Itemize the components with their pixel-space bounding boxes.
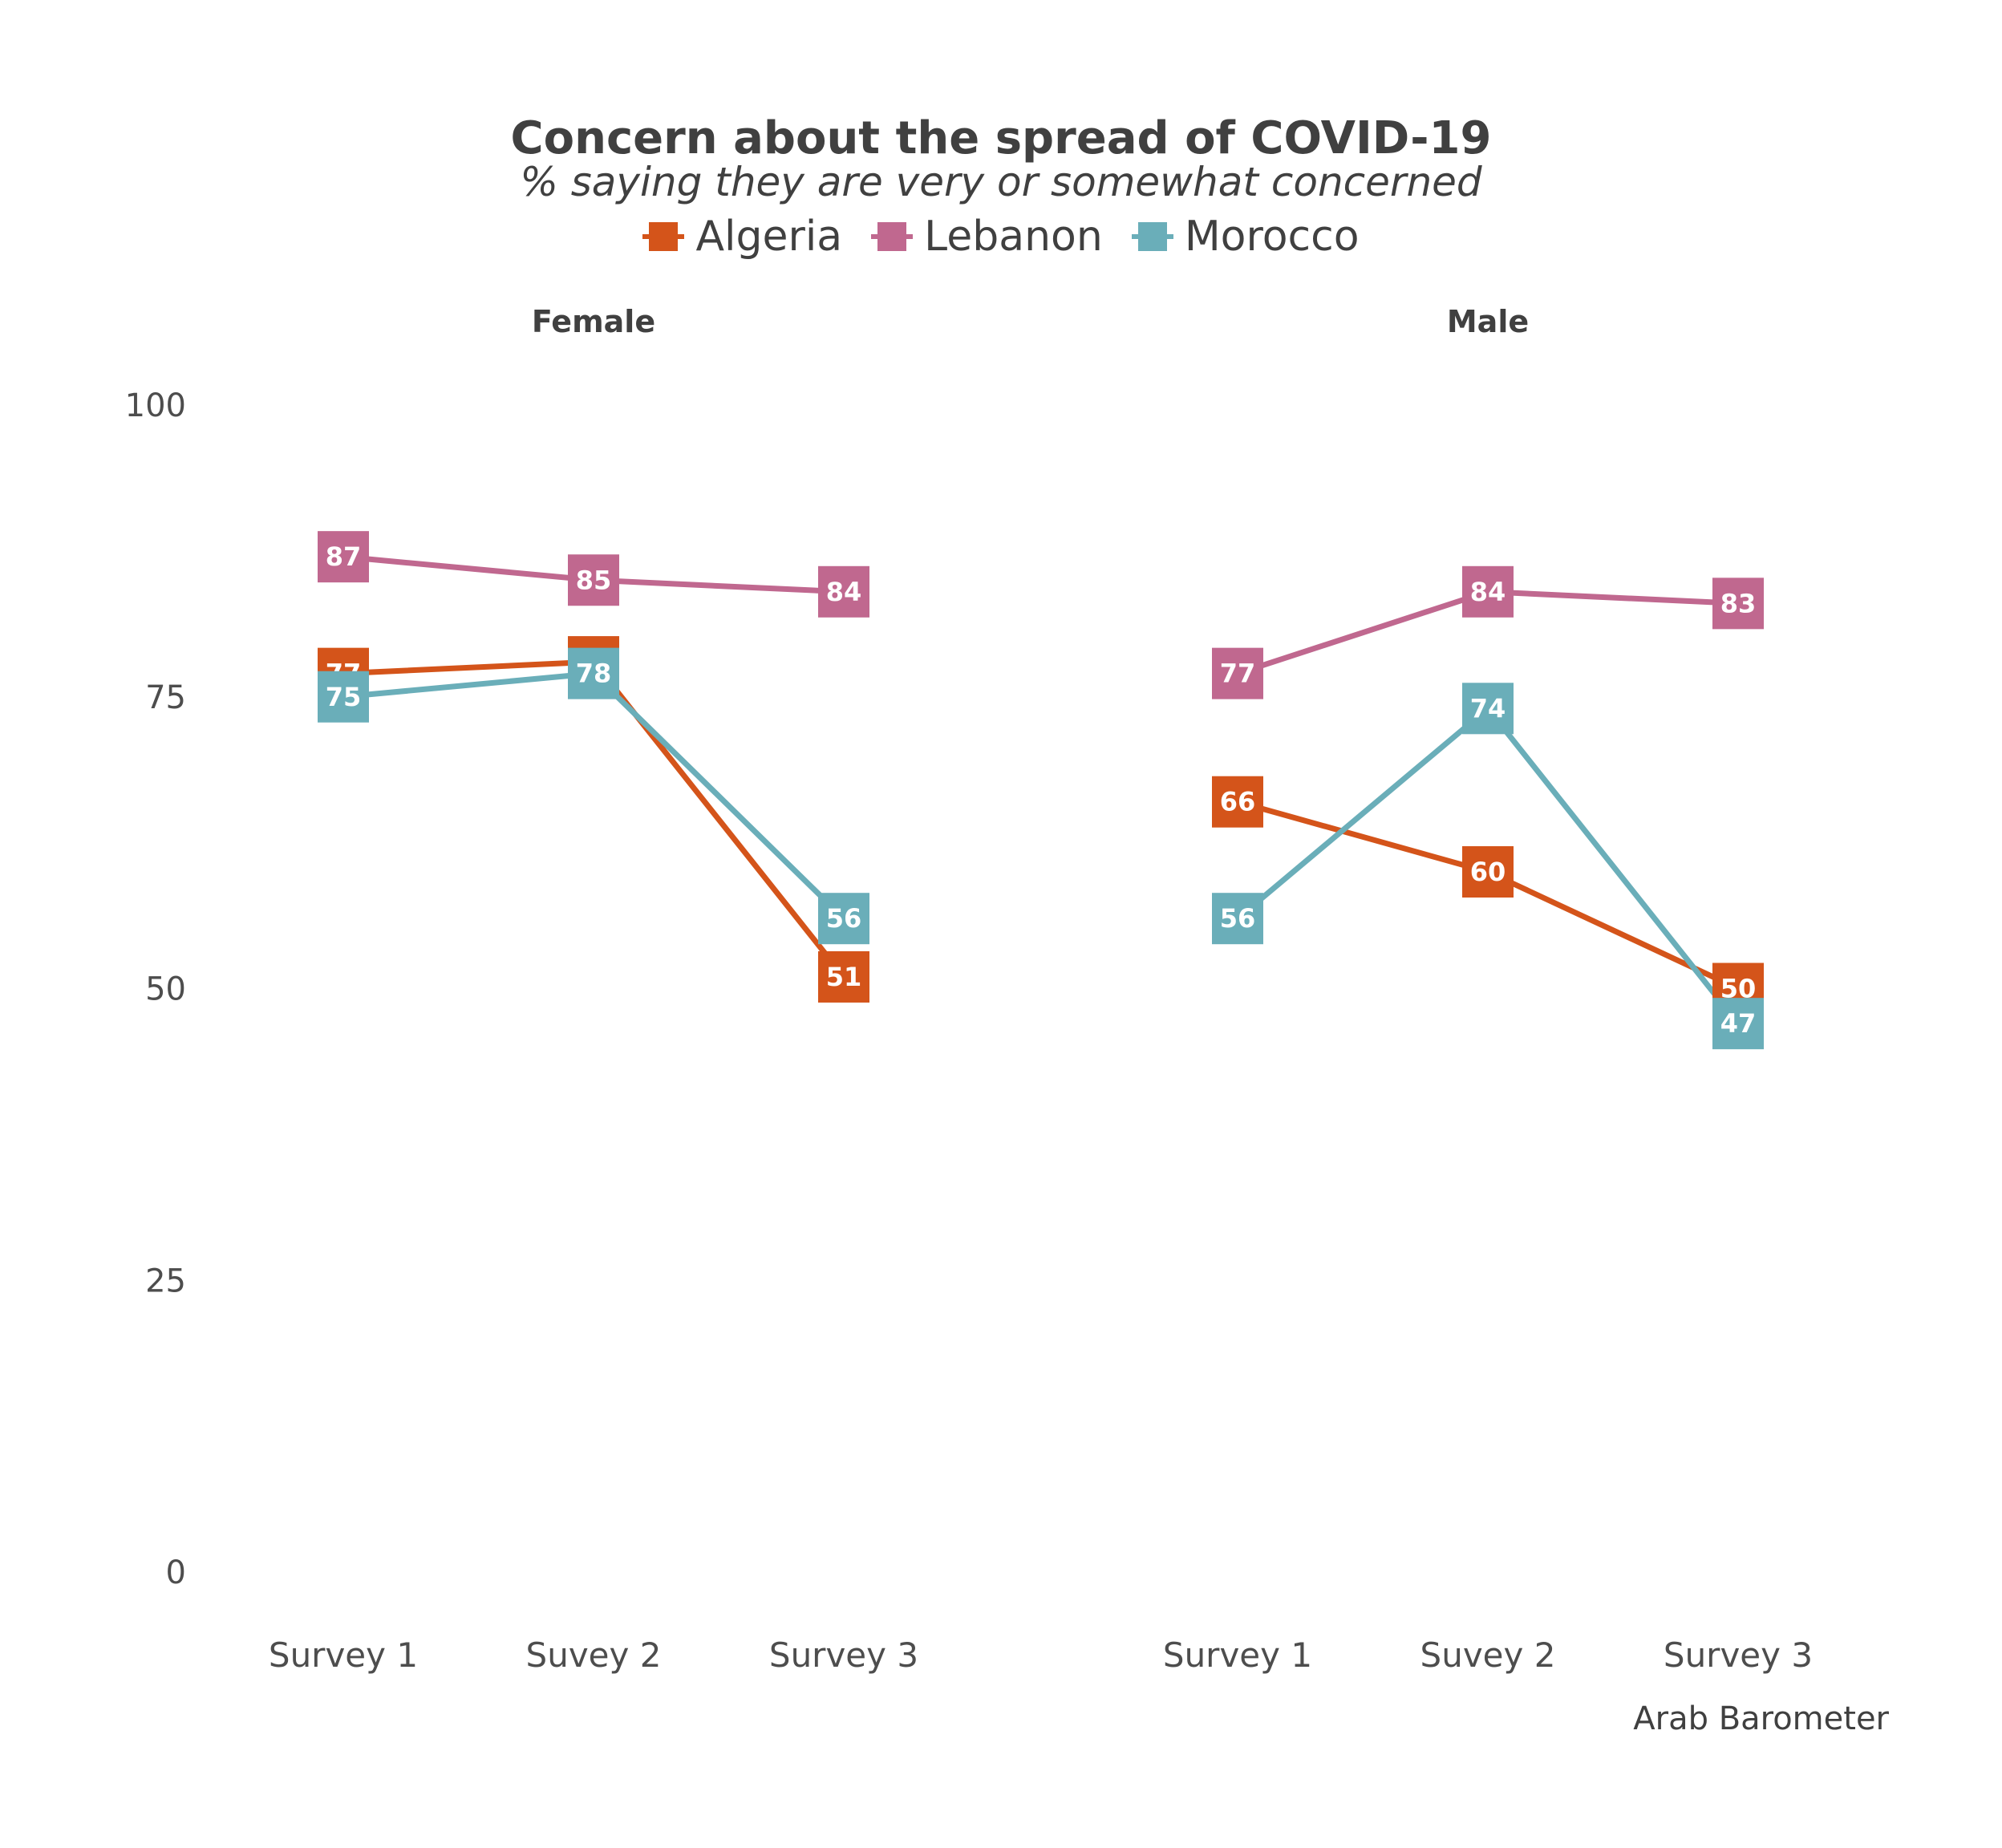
chart-subtitle: % saying they are very or somewhat conce… bbox=[520, 159, 1482, 205]
chart-title: Concern about the spread of COVID-19 bbox=[510, 112, 1492, 164]
series-line-female-algeria bbox=[340, 659, 847, 980]
legend-label-morocco: Morocco bbox=[1184, 213, 1360, 261]
legend-item-lebanon: Lebanon bbox=[871, 213, 1103, 261]
data-label-female-morocco-1: 75 bbox=[326, 682, 362, 712]
marker-female-morocco-1 bbox=[318, 671, 369, 723]
data-label-female-morocco-3: 56 bbox=[826, 903, 862, 934]
data-label-male-lebanon-3: 83 bbox=[1720, 588, 1757, 618]
x-tick-label-male-3: Survey 3 bbox=[1664, 1635, 1813, 1675]
x-tick-label-female-1: Survey 1 bbox=[269, 1635, 418, 1675]
marker-male-algeria-1 bbox=[1212, 776, 1263, 828]
panel-title-female: Female bbox=[532, 304, 655, 339]
marker-female-lebanon-1 bbox=[318, 531, 369, 583]
x-tick-label-female-3: Survey 3 bbox=[769, 1635, 918, 1675]
data-label-female-lebanon-3: 84 bbox=[826, 577, 862, 607]
data-label-male-algeria-2: 60 bbox=[1470, 857, 1506, 887]
marker-female-lebanon-2 bbox=[568, 554, 619, 606]
x-tick-label-male-2: Suvey 2 bbox=[1420, 1635, 1556, 1675]
marker-female-lebanon-3 bbox=[818, 565, 869, 618]
marker-male-algeria-2 bbox=[1462, 846, 1514, 898]
legend: Algeria Lebanon Morocco bbox=[0, 213, 2002, 261]
marker-male-lebanon-3 bbox=[1712, 578, 1764, 630]
marker-male-morocco-2 bbox=[1462, 683, 1514, 735]
legend-item-algeria: Algeria bbox=[642, 213, 842, 261]
data-label-male-lebanon-2: 84 bbox=[1470, 577, 1506, 607]
legend-item-morocco: Morocco bbox=[1131, 213, 1360, 261]
legend-label-lebanon: Lebanon bbox=[924, 213, 1103, 261]
data-label-male-morocco-2: 74 bbox=[1470, 693, 1506, 723]
marker-female-morocco-2 bbox=[568, 647, 619, 699]
y-tick-label-100: 100 bbox=[125, 387, 186, 424]
legend-key-lebanon bbox=[871, 221, 914, 253]
legend-label-algeria: Algeria bbox=[695, 213, 843, 261]
data-label-female-algeria-3: 51 bbox=[826, 962, 862, 992]
y-tick-label-75: 75 bbox=[145, 679, 186, 716]
data-label-male-algeria-1: 66 bbox=[1220, 787, 1256, 817]
panel-title-male: Male bbox=[1447, 304, 1529, 339]
data-label-male-lebanon-1: 77 bbox=[1220, 659, 1256, 689]
data-label-male-morocco-1: 56 bbox=[1220, 903, 1256, 934]
data-label-male-morocco-3: 47 bbox=[1720, 1008, 1757, 1039]
marker-male-morocco-1 bbox=[1212, 893, 1263, 945]
data-label-female-lebanon-2: 85 bbox=[576, 565, 612, 595]
chart-caption: Arab Barometer bbox=[1633, 1700, 1889, 1737]
x-tick-label-female-2: Suvey 2 bbox=[526, 1635, 662, 1675]
marker-female-morocco-3 bbox=[818, 893, 869, 945]
marker-male-lebanon-1 bbox=[1212, 647, 1263, 699]
marker-male-lebanon-2 bbox=[1462, 565, 1514, 618]
y-tick-label-0: 0 bbox=[166, 1554, 186, 1591]
x-tick-label-male-1: Survey 1 bbox=[1163, 1635, 1312, 1675]
marker-female-algeria-3 bbox=[818, 950, 869, 1003]
y-tick-label-25: 25 bbox=[145, 1262, 186, 1299]
y-tick-label-50: 50 bbox=[145, 971, 186, 1008]
legend-key-algeria bbox=[642, 221, 685, 253]
data-label-female-lebanon-1: 87 bbox=[326, 541, 362, 572]
legend-key-morocco bbox=[1131, 221, 1173, 253]
data-label-female-morocco-2: 78 bbox=[576, 659, 612, 689]
marker-male-morocco-3 bbox=[1712, 998, 1764, 1050]
